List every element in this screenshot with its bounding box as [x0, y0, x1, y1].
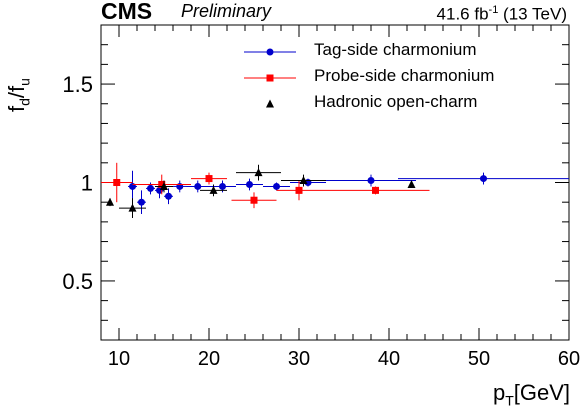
- y-axis-separator: /f: [4, 85, 29, 99]
- data-point: [106, 197, 114, 206]
- data-point: [273, 182, 280, 190]
- experiment-label: CMS: [101, 0, 153, 24]
- x-axis-unit: [GeV]: [513, 380, 570, 405]
- y-axis-symbol-a: f: [4, 105, 29, 112]
- data-point: [480, 175, 487, 183]
- y-axis-sub-a: d: [16, 98, 33, 106]
- y-axis-title: fd/fu: [4, 78, 32, 112]
- data-point: [254, 168, 263, 177]
- x-tick-label: 10: [108, 348, 130, 370]
- data-point: [209, 185, 218, 194]
- lumi-value: 41.6 fb: [436, 4, 489, 24]
- legend-marker-triangle: [266, 99, 274, 108]
- y-tick-label: 1.5: [62, 72, 93, 97]
- data-point: [367, 177, 375, 185]
- data-point: [138, 198, 145, 206]
- data-point: [147, 184, 154, 192]
- series-circle: [128, 170, 569, 214]
- data-point: [246, 180, 253, 188]
- data-point: [205, 175, 213, 183]
- series-square: [101, 162, 430, 209]
- data-point: [299, 176, 308, 185]
- data-point: [250, 196, 258, 204]
- x-axis-title: pT[GeV]: [493, 380, 570, 408]
- x-tick-label: 40: [378, 348, 400, 370]
- x-axis-subscript: T: [505, 392, 514, 409]
- legend-label-hadronic: Hadronic open-charm: [314, 92, 478, 111]
- data-point: [407, 179, 416, 188]
- x-tick-label: 20: [198, 348, 220, 370]
- series-triangle: [106, 164, 416, 218]
- y-axis-sub-b: u: [16, 78, 33, 86]
- data-point: [160, 181, 168, 190]
- x-tick-label: 30: [288, 348, 310, 370]
- data-point: [113, 179, 121, 186]
- y-tick-label: 1: [81, 171, 93, 196]
- data-point: [128, 203, 137, 212]
- data-point: [158, 180, 166, 188]
- y-tick-label: 0.5: [62, 269, 93, 294]
- luminosity-label: 41.6 fb-1 (13 TeV): [437, 4, 567, 25]
- lumi-exponent: -1: [488, 4, 499, 16]
- legend-label-tag-side: Tag-side charmonium: [314, 40, 477, 59]
- x-tick-label: 60: [558, 348, 580, 370]
- data-point: [165, 192, 172, 200]
- x-axis-symbol: p: [492, 380, 506, 405]
- x-tick-label: 50: [468, 348, 490, 370]
- energy-value: (13 TeV): [498, 4, 567, 24]
- status-label: Preliminary: [181, 1, 272, 21]
- legend-marker-square: [244, 74, 296, 82]
- data-point: [219, 182, 226, 190]
- legend-label-probe-side: Probe-side charmonium: [314, 66, 495, 85]
- legend-marker-circle: [244, 48, 296, 56]
- data-point: [194, 182, 202, 190]
- data-point: [295, 186, 303, 194]
- data-point: [372, 186, 379, 194]
